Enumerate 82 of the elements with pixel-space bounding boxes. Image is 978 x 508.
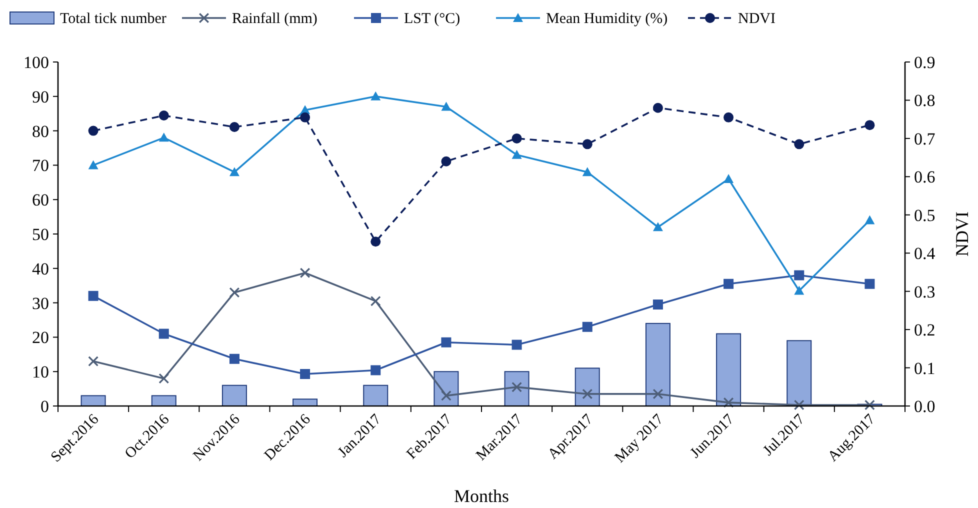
point (158, 110, 169, 121)
bar (151, 395, 176, 406)
point (300, 268, 310, 278)
point (794, 270, 804, 280)
y-tick-label: 70 (32, 156, 49, 176)
point (158, 132, 169, 142)
point (441, 390, 452, 401)
point (724, 112, 734, 122)
legend-label: Rainfall (mm) (232, 11, 318, 27)
legend-label: Mean Humidity (%) (546, 11, 668, 27)
y-tick-label: 80 (32, 122, 49, 141)
point (652, 300, 663, 310)
point (370, 91, 381, 100)
legend-label: Total tick number (60, 11, 166, 27)
x-axis-title: Months (454, 486, 510, 506)
y-tick-label: 20 (32, 328, 49, 348)
y2-tick-label: 0.8 (914, 91, 936, 110)
y-tick-label: 40 (32, 259, 49, 278)
point (88, 290, 98, 301)
point (370, 365, 381, 376)
y2-axis-title: NDVI (952, 212, 972, 256)
y-tick-label: 0 (40, 397, 49, 416)
y-tick-label: 50 (32, 225, 49, 244)
point (864, 215, 875, 224)
point (441, 337, 452, 348)
bar (786, 340, 812, 406)
point (582, 139, 592, 150)
point (229, 167, 240, 176)
point (652, 102, 663, 113)
y2-tick-label: 0.2 (914, 320, 936, 340)
point (724, 174, 734, 183)
point (582, 167, 592, 176)
point (794, 400, 804, 410)
bar (80, 395, 106, 406)
point (300, 369, 310, 380)
bar (645, 322, 670, 406)
point (158, 373, 169, 384)
y-tick-label: 30 (32, 294, 49, 313)
point (724, 398, 734, 408)
y2-tick-label: 0.0 (914, 397, 936, 416)
point (300, 112, 310, 122)
point (794, 286, 804, 295)
bar (574, 368, 600, 406)
point (88, 356, 98, 366)
point (582, 322, 592, 332)
point (652, 388, 663, 399)
y-tick-label: 10 (32, 362, 49, 382)
y2-tick-label: 0.3 (914, 282, 936, 302)
point (512, 133, 522, 144)
y-tick-label: 100 (24, 53, 49, 72)
point (512, 340, 522, 350)
bar (222, 384, 247, 406)
legend-label: LST (°C) (404, 11, 460, 27)
point (229, 287, 240, 298)
point (652, 222, 663, 232)
y2-tick-label: 0.7 (914, 129, 936, 148)
bar (504, 371, 530, 406)
point (88, 126, 98, 136)
y-tick-label: 60 (32, 190, 49, 210)
point (864, 120, 875, 130)
bar (363, 384, 388, 406)
point (441, 156, 452, 166)
point (370, 236, 381, 247)
point (724, 278, 734, 289)
point (441, 102, 452, 111)
y-tick-label: 90 (32, 87, 49, 106)
legend-label: NDVI (738, 11, 776, 27)
point (88, 160, 98, 170)
point (864, 278, 875, 289)
y2-tick-label: 0.4 (914, 244, 936, 264)
y2-tick-label: 0.5 (914, 206, 936, 225)
point (512, 150, 522, 159)
point (794, 139, 804, 150)
y2-tick-label: 0.6 (914, 168, 936, 187)
point (582, 388, 592, 399)
point (158, 328, 169, 339)
y2-tick-label: 0.9 (914, 53, 936, 72)
y2-tick-label: 0.1 (914, 358, 936, 378)
bar (716, 333, 742, 406)
point (370, 296, 381, 306)
point (229, 354, 240, 364)
point (229, 122, 240, 132)
